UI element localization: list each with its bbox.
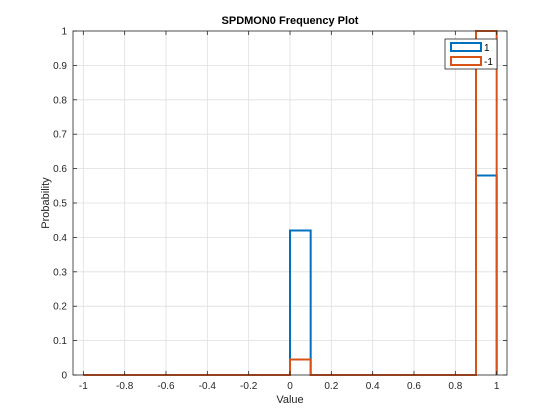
- x-tick-label: 0.2: [324, 381, 338, 392]
- y-tick-label: 0: [61, 371, 67, 382]
- x-tick-label: -0.2: [240, 381, 258, 392]
- x-tick-label: -0.6: [157, 381, 175, 392]
- x-tick-label: 0.4: [366, 381, 380, 392]
- y-tick-label: 0.3: [53, 267, 67, 278]
- x-tick-label: -0.8: [116, 381, 134, 392]
- legend-swatch-series-minus-1: [450, 56, 482, 66]
- y-tick-label: 0.2: [53, 302, 67, 313]
- x-tick-label: 1: [494, 381, 500, 392]
- y-tick-label: 0.8: [53, 95, 67, 106]
- legend-swatch-series-1: [450, 42, 482, 52]
- y-tick-label: 0.9: [53, 61, 67, 72]
- x-tick-label: -1: [79, 381, 88, 392]
- legend-label-series-minus-1: -1: [484, 57, 493, 68]
- x-tick-label: 0.8: [448, 381, 462, 392]
- x-tick-label: -0.4: [199, 381, 217, 392]
- chart-title: SPDMON0 Frequency Plot: [222, 15, 359, 27]
- y-tick-label: 0.5: [53, 199, 67, 210]
- x-tick-label: 0.6: [407, 381, 421, 392]
- y-tick-label: 0.7: [53, 130, 67, 141]
- x-tick-labels: -1 -0.8 -0.6 -0.4 -0.2 0 0.2 0.4 0.6 0.8 1: [79, 381, 500, 392]
- y-tick-label: 0.6: [53, 164, 67, 175]
- legend[interactable]: 1 -1: [444, 38, 498, 70]
- y-tick-label: 0.4: [53, 233, 67, 244]
- y-tick-label: 1: [61, 27, 67, 38]
- tick-marks: [73, 30, 507, 376]
- y-axis-label: Probability: [40, 177, 52, 229]
- x-axis-label: Value: [276, 394, 303, 406]
- y-tick-label: 0.1: [53, 336, 67, 347]
- x-tick-label: 0: [287, 381, 293, 392]
- y-tick-labels: 0 0.1 0.2 0.3 0.4 0.5 0.6 0.7 0.8 0.9 1: [53, 27, 67, 382]
- legend-label-series-1: 1: [484, 43, 490, 54]
